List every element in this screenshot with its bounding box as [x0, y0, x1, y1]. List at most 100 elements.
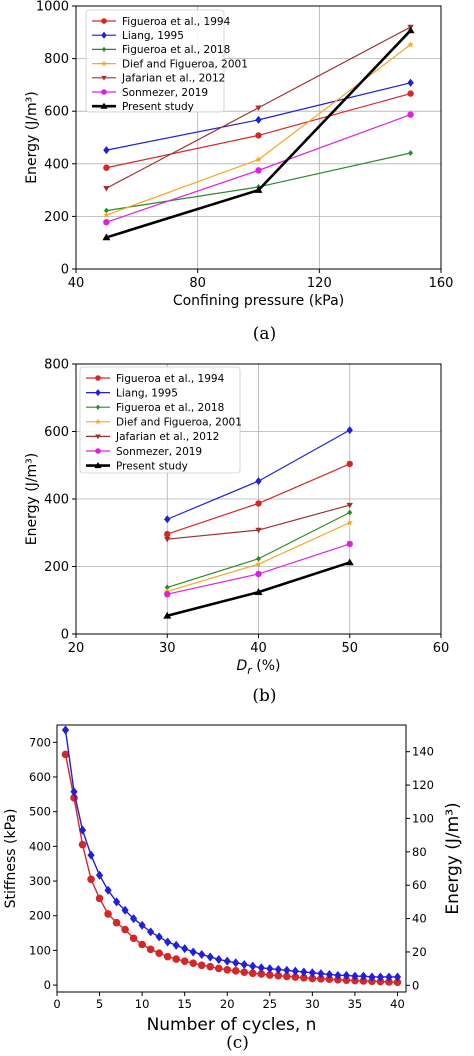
data-point-0-0 — [164, 530, 171, 538]
x-tick-label: 40 — [250, 641, 267, 656]
y-tick-label-right: 100 — [412, 811, 434, 825]
stiffness-point-15 — [189, 959, 197, 968]
data-point-0-0 — [103, 164, 110, 171]
legend-entry-3: Dief and Figueroa, 2001 — [116, 417, 242, 429]
y-tick-label-left: 300 — [29, 874, 51, 888]
legend-marker-1 — [101, 31, 107, 39]
data-point-5-1 — [255, 570, 262, 578]
data-point-1-0 — [164, 515, 171, 524]
stiffness-point-10 — [146, 945, 155, 954]
x-tick-label: 50 — [341, 641, 358, 656]
data-point-6-1 — [254, 588, 263, 595]
data-point-6-0 — [102, 233, 111, 241]
energy-point-14 — [181, 944, 189, 954]
stiffness-point-12 — [163, 952, 172, 961]
figure-caption: (b) — [252, 686, 276, 706]
stiffness-point-25 — [274, 971, 283, 980]
y-tick-label: 400 — [44, 493, 69, 508]
stiffness-point-5 — [104, 910, 112, 918]
stiffness-point-3 — [87, 875, 95, 884]
stiffness-point-35 — [359, 977, 368, 985]
data-point-1-2 — [346, 426, 353, 435]
legend: Figueroa et al., 1994 Liang, 1995 Figueroa… — [79, 366, 242, 474]
energy-point-24 — [266, 964, 274, 974]
energy-point-17 — [206, 952, 214, 962]
energy-point-7 — [121, 905, 129, 915]
legend-entry-4: Jafarian et al., 2012 — [115, 431, 219, 443]
legend-entry-0: Figueroa et al., 1994 — [122, 16, 231, 28]
x-tick-label: 20 — [220, 997, 235, 1011]
data-point-5-2 — [346, 540, 353, 548]
stiffness-point-4 — [95, 894, 104, 903]
data-point-1-2 — [407, 78, 414, 87]
energy-point-11 — [155, 932, 163, 942]
energy-point-31 — [325, 969, 333, 979]
x-axis-label: Confining pressure (kPa) — [173, 293, 344, 309]
y-tick-label-right: 0 — [412, 978, 419, 992]
y-tick-label-right: 60 — [412, 878, 427, 892]
stiffness-point-24 — [266, 971, 274, 979]
energy-point-9 — [138, 920, 146, 930]
x-tick-label: 30 — [159, 641, 176, 656]
energy-point-13 — [172, 940, 180, 950]
energy-point-26 — [283, 965, 291, 975]
y-tick-label-left: 400 — [29, 839, 51, 853]
x-tick-label: 25 — [262, 997, 277, 1011]
legend-entry-0: Figueroa et al., 1994 — [116, 373, 225, 385]
x-tick-label: 40 — [68, 276, 85, 291]
energy-point-22 — [249, 961, 257, 971]
legend-entry-2: Figueroa et al., 2018 — [116, 402, 224, 414]
y-axis-label-left: Stiffness (kPa) — [3, 809, 19, 909]
data-point-5-0 — [164, 590, 171, 598]
data-point-3-2 — [346, 519, 354, 526]
legend-marker-2 — [95, 404, 101, 410]
stiffness-point-23 — [257, 970, 266, 978]
data-point-0-2 — [346, 460, 353, 468]
data-point-1-1 — [255, 115, 262, 124]
y-axis-label: Energy (J/m³) — [24, 453, 40, 545]
legend-marker-4 — [101, 75, 107, 81]
y-tick-label: 200 — [44, 210, 69, 225]
stiffness-point-37 — [376, 977, 385, 986]
data-point-6-0 — [163, 611, 172, 619]
energy-point-28 — [300, 967, 308, 977]
x-tick-label: 5 — [96, 997, 103, 1011]
energy-point-2 — [78, 825, 87, 835]
stiffness-point-2 — [78, 840, 87, 849]
data-point-2-2 — [347, 509, 353, 516]
data-point-4-0 — [103, 186, 110, 192]
y-tick-label-left: 200 — [29, 909, 51, 923]
legend-entry-6: Present study — [116, 460, 188, 472]
data-point-2-2 — [408, 149, 414, 157]
plot-frame — [56, 724, 407, 993]
x-tick-label: 40 — [390, 997, 405, 1011]
energy-point-0 — [61, 725, 70, 735]
data-point-4-0 — [164, 536, 171, 543]
y-tick-label: 600 — [44, 425, 69, 440]
legend-frame — [79, 366, 241, 474]
legend-entry-2: Figueroa et al., 2018 — [122, 44, 230, 56]
data-point-3-1 — [255, 560, 262, 567]
x-tick-label: 80 — [189, 276, 206, 291]
energy-point-34 — [351, 971, 359, 981]
stiffness-point-14 — [180, 957, 189, 965]
legend-marker-0 — [95, 375, 101, 381]
legend-marker-3 — [101, 60, 107, 67]
data-point-1-1 — [255, 477, 262, 486]
y-tick-label-left: 700 — [29, 735, 51, 749]
y-tick-label: 800 — [44, 52, 69, 67]
data-point-5-2 — [407, 111, 414, 118]
legend-entry-5: Sonmezer, 2019 — [116, 446, 202, 458]
legend: Figueroa et al., 1994 Liang, 1995 Figueroa… — [85, 9, 248, 113]
energy-point-27 — [291, 966, 299, 976]
plot-frame — [75, 5, 442, 270]
y-tick-label: 0 — [61, 628, 69, 643]
energy-point-6 — [112, 897, 121, 907]
data-point-3-1 — [255, 156, 262, 163]
stiffness-point-18 — [214, 964, 223, 973]
data-point-6-2 — [406, 26, 415, 34]
x-tick-label: 30 — [305, 997, 320, 1011]
stiffness-point-29 — [308, 974, 317, 983]
y-axis-label: Energy (J/m³) — [24, 91, 40, 183]
y-tick-label: 600 — [44, 105, 69, 120]
